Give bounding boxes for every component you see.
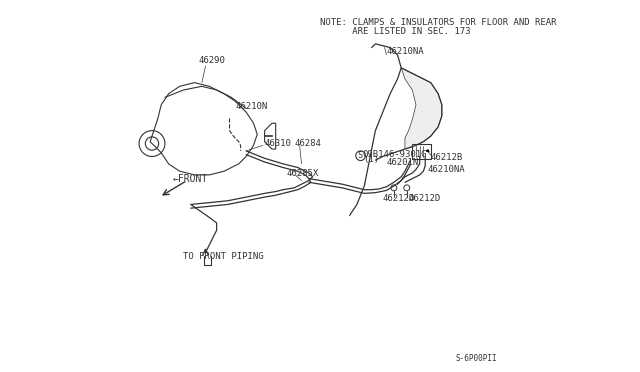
Text: 46210N: 46210N [235, 102, 268, 111]
Text: 46210NA: 46210NA [427, 165, 465, 174]
Text: 46210NA: 46210NA [387, 47, 424, 56]
FancyBboxPatch shape [412, 144, 431, 159]
Text: 09B146-9301G: 09B146-9301G [363, 150, 428, 159]
Text: ←FRONT: ←FRONT [172, 174, 207, 184]
Polygon shape [426, 150, 429, 152]
Text: 46310: 46310 [264, 139, 291, 148]
Text: 46212D: 46212D [383, 195, 415, 203]
Text: NOTE: CLAMPS & INSULATORS FOR FLOOR AND REAR: NOTE: CLAMPS & INSULATORS FOR FLOOR AND … [320, 18, 557, 27]
Text: ARE LISTED IN SEC. 173: ARE LISTED IN SEC. 173 [320, 27, 470, 36]
Text: S-6P00PII: S-6P00PII [456, 354, 497, 363]
Text: S: S [357, 151, 362, 160]
Text: 46201N: 46201N [387, 157, 419, 167]
Polygon shape [401, 68, 442, 149]
Polygon shape [150, 83, 257, 175]
Text: 46212B: 46212B [431, 153, 463, 162]
Text: (1): (1) [364, 155, 380, 164]
Polygon shape [264, 123, 276, 149]
Text: TO FRONT PIPING: TO FRONT PIPING [184, 251, 264, 261]
Text: 46212D: 46212D [408, 195, 441, 203]
Text: 46284: 46284 [294, 139, 321, 148]
Text: 46285X: 46285X [287, 169, 319, 177]
Text: 46290: 46290 [198, 56, 225, 65]
